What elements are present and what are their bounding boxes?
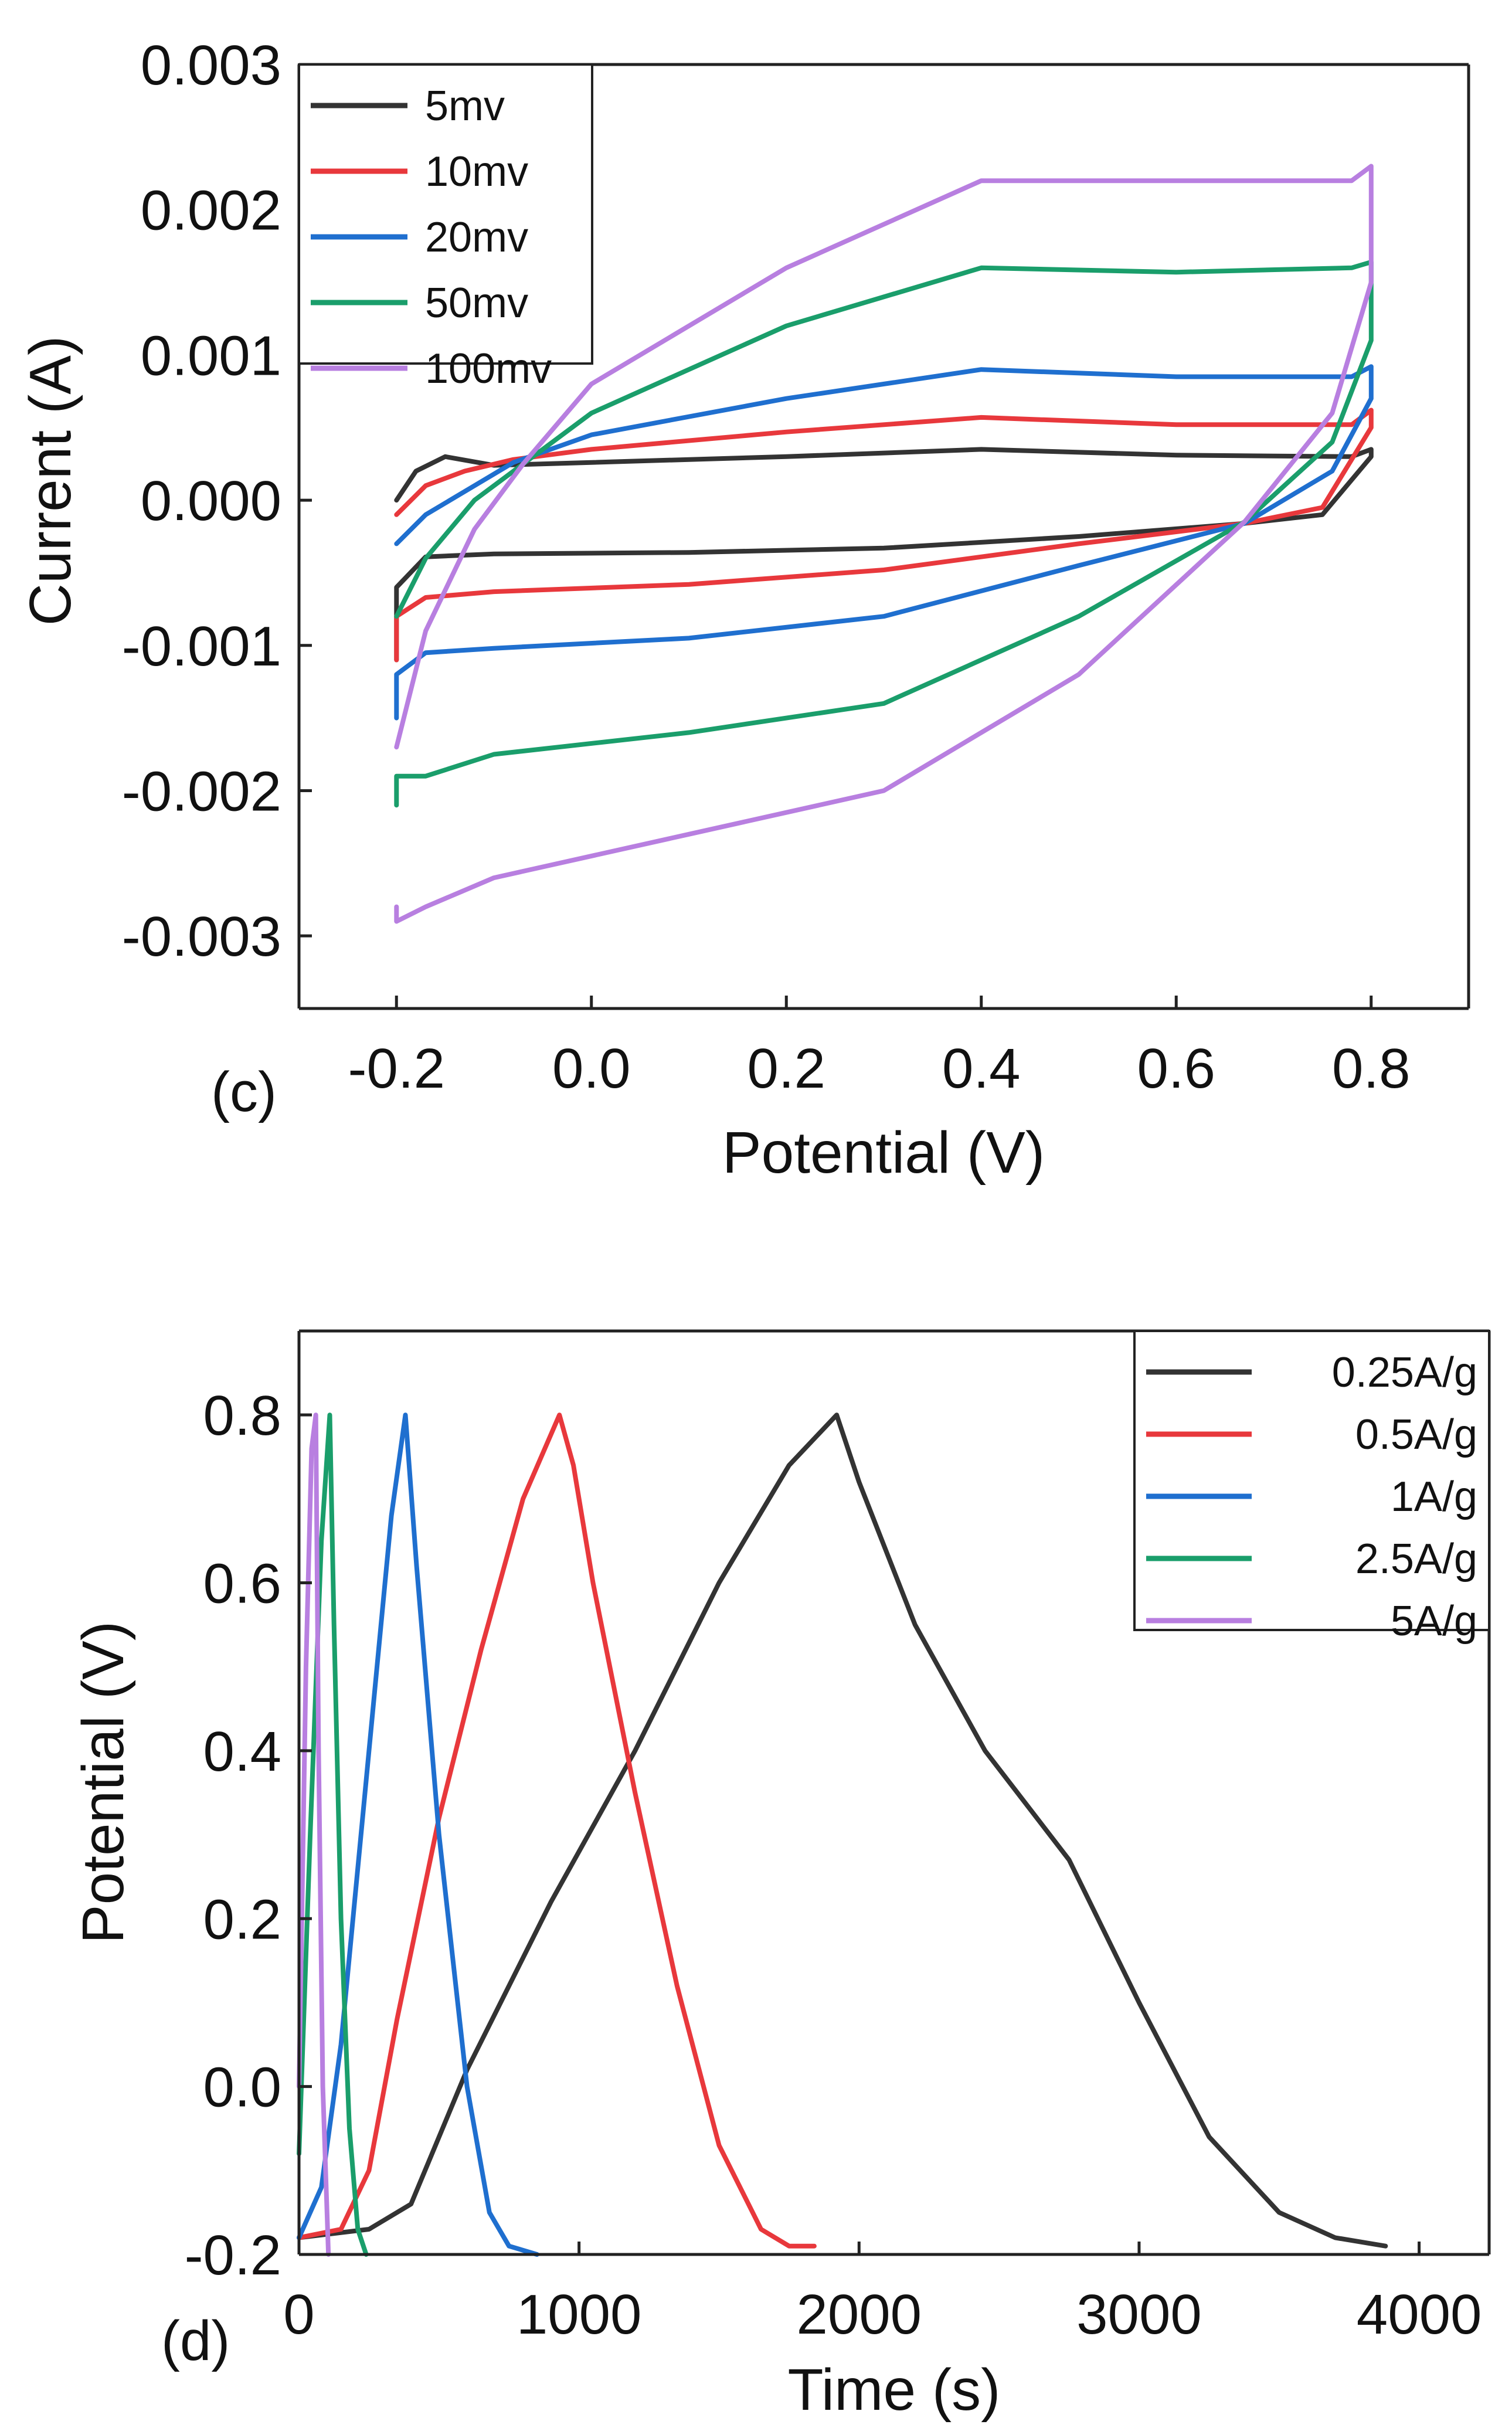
panel-c-legend-box xyxy=(298,63,593,365)
panel-c-x-tick-label: 0.6 xyxy=(1137,1037,1215,1100)
panel-c-y-axis-title: Current (A) xyxy=(18,336,83,626)
panel-c-y-tick-label: -0.003 xyxy=(122,905,281,968)
panel-c-y-tick-label: 0.003 xyxy=(141,34,281,97)
panel-c-x-tick-label: 0.2 xyxy=(747,1037,825,1100)
panel-d-x-tick-label: 1000 xyxy=(517,2283,642,2346)
panel-c-legend-items: 5mv 10mv 20mv 50mv 100mv xyxy=(311,83,552,392)
panel-c-y-tick-label: 0.000 xyxy=(141,470,281,532)
panel-c-y-tick-label: -0.002 xyxy=(122,760,281,823)
panel-d-x-tick-label: 4000 xyxy=(1357,2283,1482,2346)
panel-c-legend-label: 5mv xyxy=(425,83,505,130)
panel-c-series-50mv xyxy=(394,259,1374,808)
panel-d-y-tick-label: 0.2 xyxy=(203,1888,281,1951)
panel-c-legend: 5mv 10mv 20mv 50mv 100mv xyxy=(298,63,593,392)
panel-d-x-tick-label: 2000 xyxy=(797,2283,922,2346)
panel-d-curves xyxy=(297,1412,1388,2257)
panel-d-legend-label: 0.25A/g xyxy=(1332,1349,1477,1396)
panel-d-legend-label: 0.5A/g xyxy=(1355,1411,1477,1458)
panel-d-y-tick-label: 0.6 xyxy=(203,1553,281,1615)
panel-d-legend: 0.25A/g 0.5A/g 1A/g 2.5A/g 5A/g xyxy=(1133,1330,1490,1645)
panel-c-y-tick-label: 0.001 xyxy=(141,324,281,387)
panel-c-series-5mv xyxy=(394,447,1374,663)
panel-d-y-tick-label: 0.8 xyxy=(203,1384,281,1447)
panel-c-chart: -0.2 0.0 0.2 0.4 0.6 0.8 -0.003 -0.002 -0.001 0.… xyxy=(18,34,1470,1186)
panel-c-plot-area: -0.2 0.0 0.2 0.4 0.6 0.8 -0.003 -0.002 -0.001 0.… xyxy=(122,34,1470,1100)
panel-d-series-5A-g xyxy=(297,1412,331,2257)
panel-d-legend-items: 0.25A/g 0.5A/g 1A/g 2.5A/g 5A/g xyxy=(1146,1349,1477,1645)
panel-d-plot-area: 0 1000 2000 3000 4000 -0.2 0.0 0.2 0.4 0.6 0.8 xyxy=(185,1329,1491,2346)
panel-c-x-tick-label: 0.4 xyxy=(942,1037,1020,1100)
panel-d-x-tick-label: 3000 xyxy=(1076,2283,1202,2346)
panel-d-legend-box xyxy=(1133,1330,1490,1631)
panel-d-y-tick-label: 0.0 xyxy=(203,2056,281,2119)
panel-c-y-tick-label: -0.001 xyxy=(122,615,281,678)
panel-c-legend-label: 50mv xyxy=(425,280,528,327)
panel-d-series-1A-g xyxy=(297,1412,539,2257)
panel-d-label: (d) xyxy=(161,2310,230,2372)
panel-d-y-tick-label: 0.4 xyxy=(203,1720,281,1783)
panel-d-y-axis-title: Potential (V) xyxy=(70,1621,136,1944)
panel-c-y-tick-label: 0.002 xyxy=(141,179,281,242)
panel-d-legend-label: 5A/g xyxy=(1391,1598,1477,1645)
panel-c-x-tick-label: 0.8 xyxy=(1332,1037,1410,1100)
panel-d-series-0-25A-g xyxy=(297,1412,1388,2249)
panel-c-curves xyxy=(394,164,1374,924)
panel-d-x-ticks: 0 1000 2000 3000 4000 xyxy=(283,2242,1482,2346)
panel-c-label: (c) xyxy=(211,1061,277,1123)
panel-c-legend-label: 100mv xyxy=(425,345,552,392)
panel-d-x-tick-label: 0 xyxy=(283,2283,314,2346)
panel-d-legend-label: 2.5A/g xyxy=(1355,1536,1477,1583)
panel-c-legend-label: 10mv xyxy=(425,148,528,195)
panel-d-y-ticks: -0.2 0.0 0.2 0.4 0.6 0.8 xyxy=(185,1384,312,2287)
panel-c-y-ticks: -0.003 -0.002 -0.001 0.000 0.001 0.002 0.003 xyxy=(122,34,312,968)
panel-d-series-2-5A-g xyxy=(297,1412,369,2257)
panel-d-series-0-5A-g xyxy=(297,1412,817,2249)
panel-c-x-tick-label: -0.2 xyxy=(348,1037,445,1100)
panel-d-legend-label: 1A/g xyxy=(1391,1473,1477,1520)
panel-c-series-100mv xyxy=(394,164,1374,924)
panel-c-x-ticks: -0.2 0.0 0.2 0.4 0.6 0.8 xyxy=(348,996,1410,1100)
panel-d-x-axis-title: Time (s) xyxy=(788,2357,1001,2423)
panel-c-x-axis-title: Potential (V) xyxy=(722,1120,1045,1186)
panel-c-legend-label: 20mv xyxy=(425,214,528,261)
panel-d-y-tick-label: -0.2 xyxy=(185,2224,281,2287)
panel-d-chart: 0 1000 2000 3000 4000 -0.2 0.0 0.2 0.4 0.6 0.8 Ti… xyxy=(70,1329,1491,2423)
panel-c-x-tick-label: 0.0 xyxy=(552,1037,630,1100)
